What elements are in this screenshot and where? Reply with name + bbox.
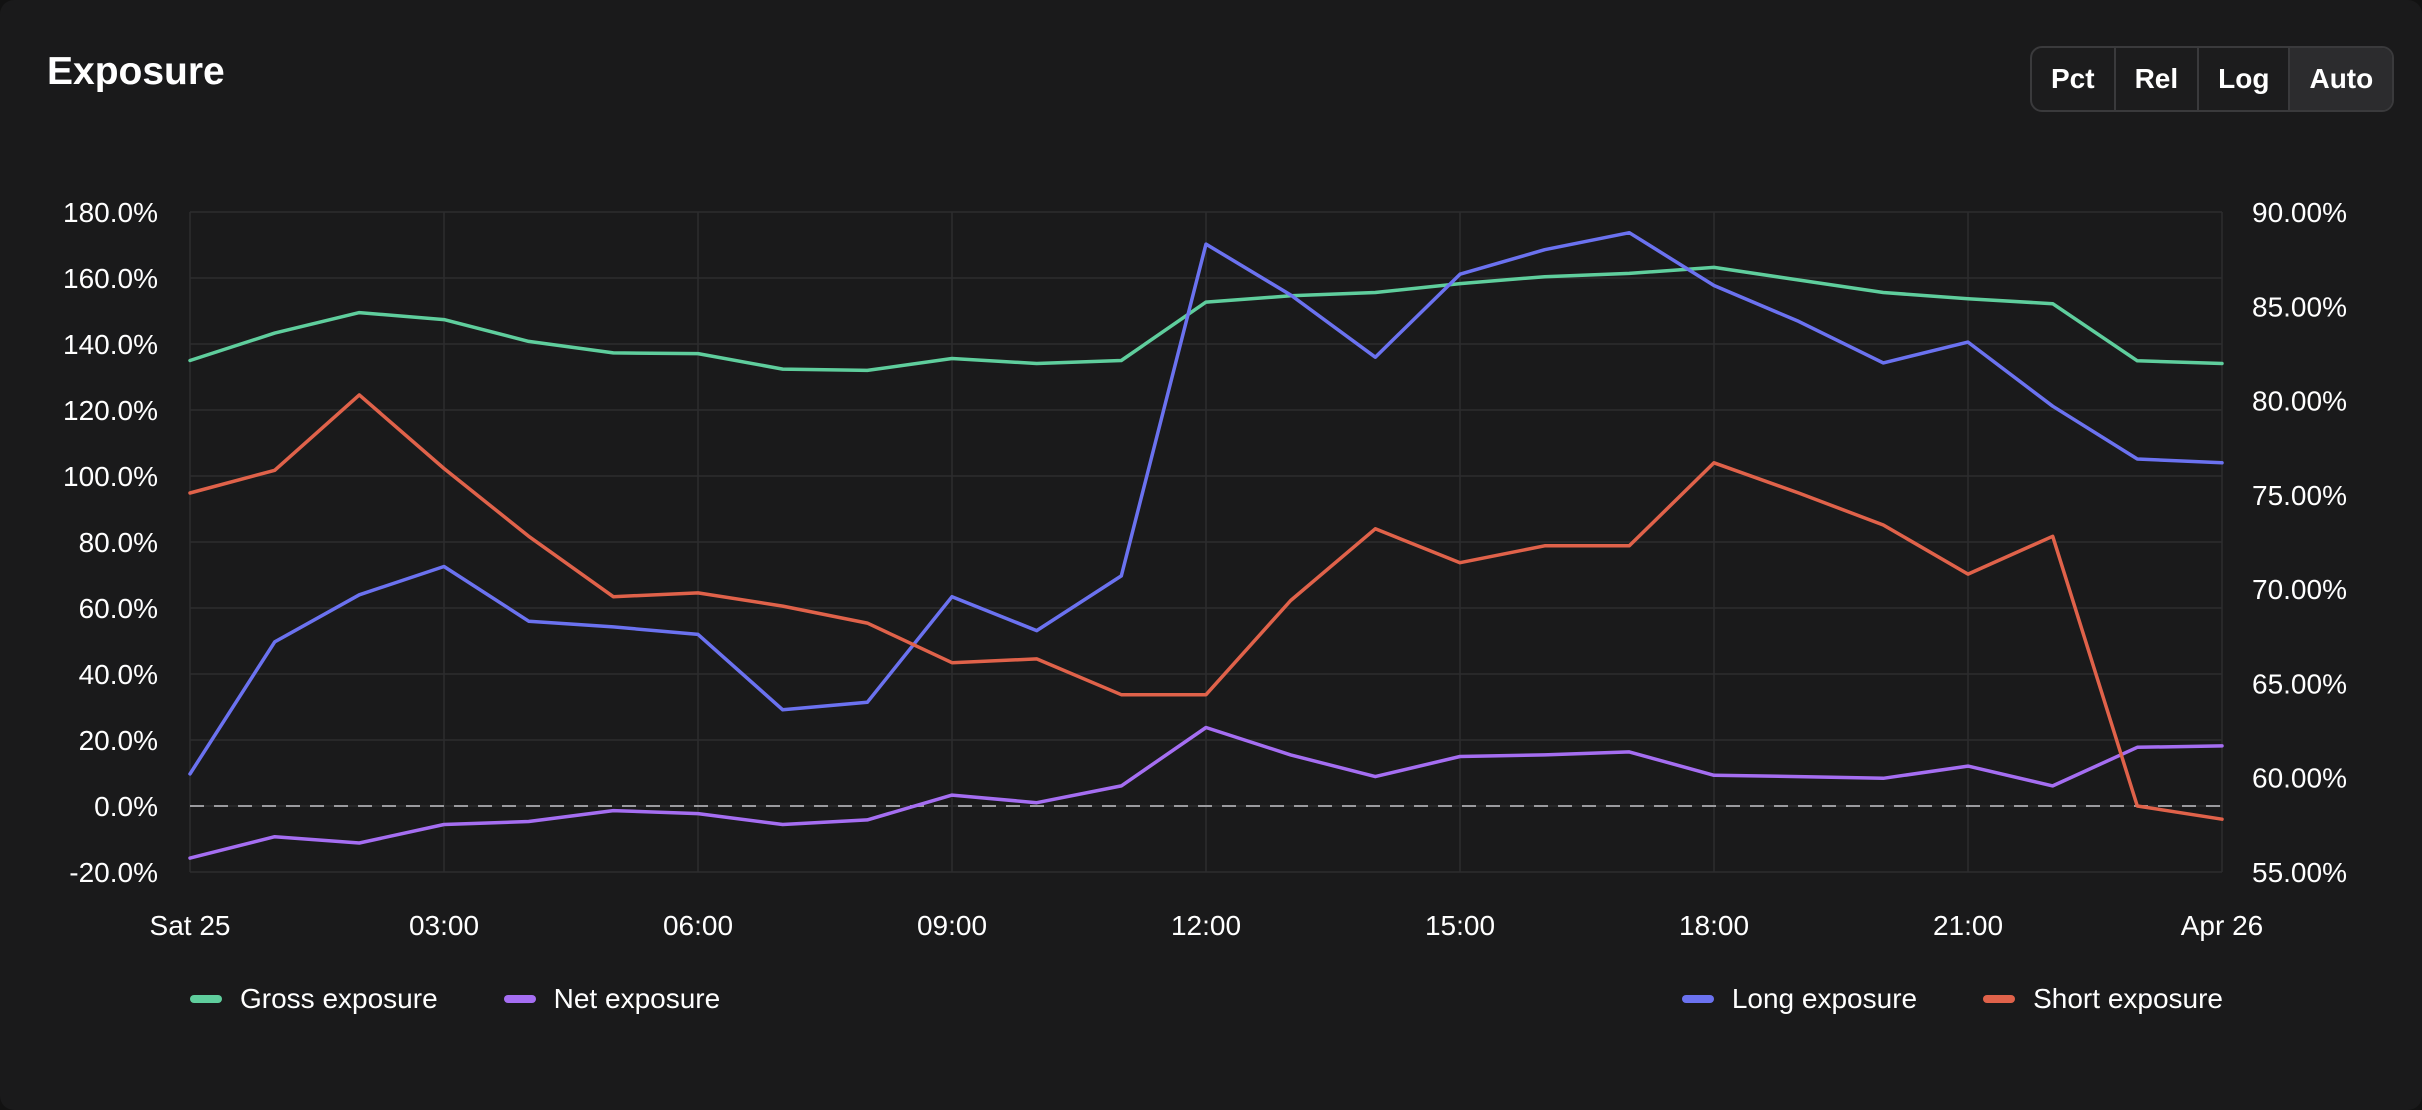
long-exposure-line[interactable] <box>188 230 2224 776</box>
right-y-tick-label: 70.00% <box>2252 574 2347 605</box>
x-tick-label: Apr 26 <box>2181 910 2264 941</box>
left-y-tick-label: 60.0% <box>79 593 158 624</box>
long-exposure-swatch <box>1681 995 1714 1003</box>
left-y-tick-label: 120.0% <box>63 395 158 426</box>
left-y-tick-label: 160.0% <box>63 263 158 294</box>
legend-label: Long exposure <box>1731 983 1918 1014</box>
gross-exposure-swatch <box>190 995 222 1003</box>
left-y-tick-label: -20.0% <box>69 857 158 888</box>
legend-item-long-exposure[interactable]: Long exposure <box>1681 983 1918 1015</box>
pct-button[interactable]: Pct <box>2032 48 2116 110</box>
right-y-tick-label: 75.00% <box>2252 480 2347 511</box>
x-tick-label: 15:00 <box>1425 910 1495 941</box>
left-y-tick-label: 180.0% <box>63 197 158 228</box>
short-exposure-line[interactable] <box>188 393 2224 821</box>
right-y-tick-label: 60.00% <box>2252 763 2347 794</box>
right-y-tick-label: 55.00% <box>2252 857 2347 888</box>
net-exposure-swatch <box>503 995 536 1003</box>
left-y-tick-label: 140.0% <box>63 329 158 360</box>
grid-layer <box>189 211 2223 873</box>
legend-item-gross-exposure[interactable]: Gross exposure <box>190 983 438 1015</box>
left-y-tick-label: 20.0% <box>79 725 158 756</box>
right-y-tick-label: 90.00% <box>2252 197 2347 228</box>
right-y-tick-label: 65.00% <box>2252 668 2347 699</box>
x-tick-label: 03:00 <box>409 910 479 941</box>
short-exposure-swatch <box>1983 995 2016 1003</box>
scale-toggle-group: Pct Rel Log Auto <box>2030 46 2395 112</box>
x-tick-label: 09:00 <box>917 910 987 941</box>
net-exposure-line[interactable] <box>188 725 2224 860</box>
x-tick-label: 18:00 <box>1679 910 1749 941</box>
legend-label: Gross exposure <box>240 983 438 1014</box>
legend-item-short-exposure[interactable]: Short exposure <box>1983 983 2223 1015</box>
left-y-tick-label: 80.0% <box>79 527 158 558</box>
x-tick-label: 06:00 <box>663 910 733 941</box>
log-button[interactable]: Log <box>2199 48 2291 110</box>
rel-button[interactable]: Rel <box>2116 48 2200 110</box>
legend-item-net-exposure[interactable]: Net exposure <box>503 983 721 1015</box>
legend-label: Net exposure <box>553 983 721 1014</box>
right-y-tick-label: 85.00% <box>2252 291 2347 322</box>
gross-exposure-line[interactable] <box>188 265 2224 373</box>
left-y-tick-label: 0.0% <box>94 791 158 822</box>
legend-right: Long exposure Short exposure <box>1681 983 2223 1015</box>
right-y-tick-label: 80.00% <box>2252 386 2347 417</box>
legend-label: Short exposure <box>2033 983 2223 1014</box>
axis-layer: 180.0% 160.0% 140.0% 120.0% 100.0% 80.0% 60.0%… <box>63 197 2347 941</box>
left-y-tick-label: 40.0% <box>79 659 158 690</box>
x-tick-label: 21:00 <box>1933 910 2003 941</box>
legend-left: Gross exposure Net exposure <box>190 983 720 1015</box>
left-y-tick-label: 100.0% <box>63 461 158 492</box>
x-tick-label: 12:00 <box>1171 910 1241 941</box>
auto-button[interactable]: Auto <box>2290 48 2393 110</box>
x-tick-label: Sat 25 <box>150 910 231 941</box>
chart-title: Exposure <box>47 50 225 93</box>
series-layer <box>188 230 2224 860</box>
